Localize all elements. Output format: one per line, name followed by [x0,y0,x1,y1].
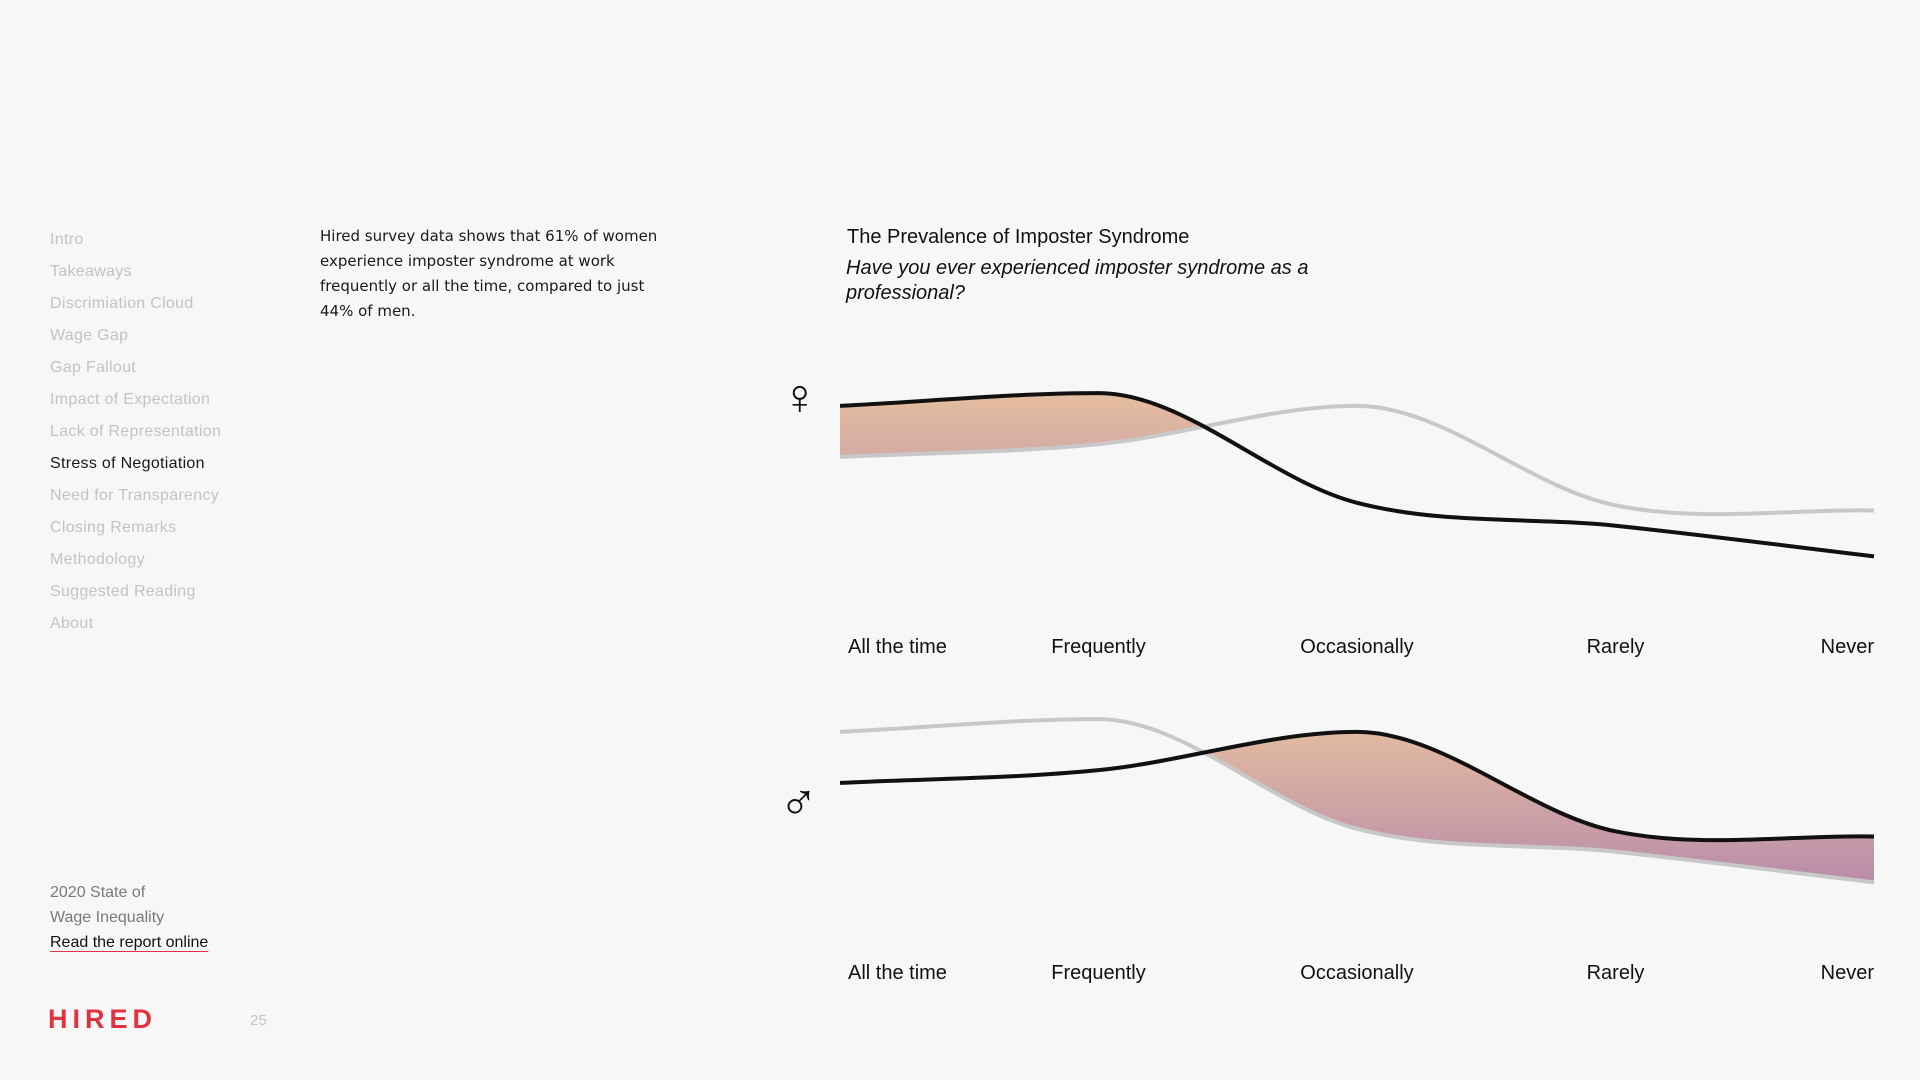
read-report-link[interactable]: Read the report online [50,934,209,951]
nav-item[interactable]: About [50,615,94,632]
x-category-label: Frequently [1051,636,1146,658]
x-category-label: Occasionally [1300,636,1413,658]
x-category-label: Never [1821,962,1875,984]
page-number: 25 [250,1012,267,1029]
x-category-label: Rarely [1587,962,1645,984]
x-category-label: Never [1821,636,1875,658]
x-category-label: Rarely [1587,636,1645,658]
x-category-label: All the time [848,636,947,658]
x-category-label: All the time [848,962,947,984]
nav-item[interactable]: Intro [50,231,84,248]
male-chart: All the time Frequently Occasionally Rarely… [840,686,1875,986]
report-title: 2020 State of Wage Inequality [50,880,164,930]
comparison-line [840,403,1875,517]
description-text: Hired survey data shows that 61% of wome… [320,227,658,320]
nav-item[interactable]: Suggested Reading [50,583,196,600]
nav-item[interactable]: Gap Fallout [50,359,137,376]
nav-item[interactable]: Wage Gap [50,327,129,344]
nav-item[interactable]: Stress of Negotiation [50,455,205,472]
nav-item[interactable]: Closing Remarks [50,519,177,536]
comparison-line [840,717,1875,885]
difference-area [840,686,1874,986]
nav-item[interactable]: Discrimiation Cloud [50,295,194,312]
section-nav: Intro Takeaways Discrimiation Cloud Wage Ga… [50,224,221,640]
x-category-label: Frequently [1051,962,1146,984]
x-category-label: Occasionally [1300,962,1413,984]
difference-area [840,360,1874,660]
chart-subtitle: Have you ever experienced imposter syndr… [846,257,1309,304]
highlight-line [840,729,1875,843]
female-chart: All the time Frequently Occasionally Rarely… [840,360,1875,660]
highlight-line [840,391,1875,559]
nav-item[interactable]: Need for Transparency [50,487,220,504]
nav-item[interactable]: Methodology [50,551,145,568]
nav-item[interactable]: Impact of Expectation [50,391,211,408]
nav-item[interactable]: Lack of Representation [50,423,222,440]
report-title-line2: Wage Inequality [50,909,165,926]
female-symbol-icon: ♀ [781,369,819,425]
chart-title: The Prevalence of Imposter Syndrome [847,226,1190,248]
nav-item[interactable]: Takeaways [50,263,132,280]
report-title-line1: 2020 State of [50,884,146,901]
male-symbol-icon: ♂ [779,774,818,832]
hired-logo: HIRED [48,1004,158,1034]
